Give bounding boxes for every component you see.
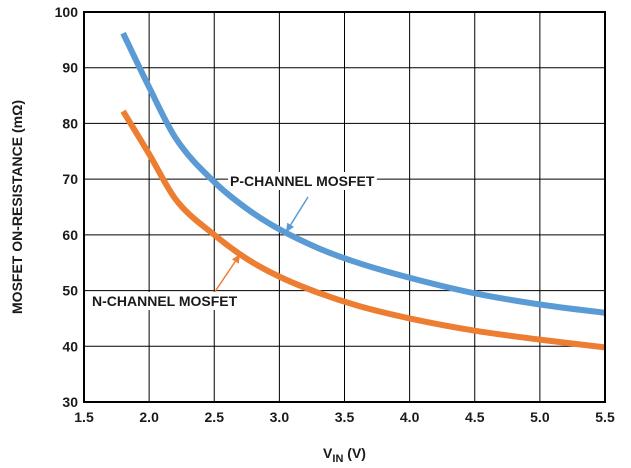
x-tick-label-0: 1.5 <box>74 409 94 425</box>
y-tick-label-4: 70 <box>62 171 78 187</box>
y-tick-label-2: 50 <box>62 283 78 299</box>
y-tick-label-6: 90 <box>62 60 78 76</box>
y-tick-label-3: 60 <box>62 227 78 243</box>
annotation-arrowhead-1 <box>231 254 241 264</box>
x-tick-label-5: 4.0 <box>400 409 420 425</box>
y-tick-label-7: 100 <box>55 4 79 20</box>
x-tick-label-1: 2.0 <box>139 409 159 425</box>
series-layer <box>120 31 606 351</box>
plot-frame <box>83 11 606 403</box>
x-axis-title-unit: (V) <box>343 445 366 461</box>
y-tick-labels: 30 40 50 60 70 80 90 100 <box>55 4 79 410</box>
x-tick-label-7: 5.0 <box>530 409 550 425</box>
grid-lines <box>83 11 606 403</box>
x-tick-label-2: 2.5 <box>205 409 225 425</box>
y-tick-label-5: 80 <box>62 115 78 131</box>
annotation-layer: P-CHANNEL MOSFET N-CHANNEL MOSFET <box>90 172 377 310</box>
annotation-arrowhead-0 <box>285 222 295 233</box>
x-axis-title: VIN (V) <box>323 445 366 465</box>
annotation-arrow-line-1 <box>213 261 236 294</box>
series-line-1 <box>120 109 606 351</box>
x-axis-title-main: V <box>323 445 333 461</box>
y-tick-label-0: 30 <box>62 394 78 410</box>
annotation-label-bg-1 <box>90 292 240 310</box>
annotation-arrow-line-0 <box>290 196 309 226</box>
x-axis-title-subscript: IN <box>332 453 343 465</box>
x-tick-label-4: 3.5 <box>335 409 355 425</box>
series-line-0 <box>120 31 606 316</box>
annotation-label-bg-0 <box>228 172 377 190</box>
annotation-label-1: N-CHANNEL MOSFET <box>92 293 238 309</box>
annotation-label-0: P-CHANNEL MOSFET <box>230 173 375 189</box>
y-axis-title: MOSFET ON-RESISTANCE (mΩ) <box>9 100 25 314</box>
x-tick-label-6: 4.5 <box>465 409 485 425</box>
x-tick-label-8: 5.5 <box>595 409 615 425</box>
x-tick-labels: 1.5 2.0 2.5 3.0 3.5 4.0 4.5 5.0 5.5 <box>74 409 615 425</box>
y-tick-label-1: 40 <box>62 338 78 354</box>
x-tick-label-3: 3.0 <box>270 409 290 425</box>
